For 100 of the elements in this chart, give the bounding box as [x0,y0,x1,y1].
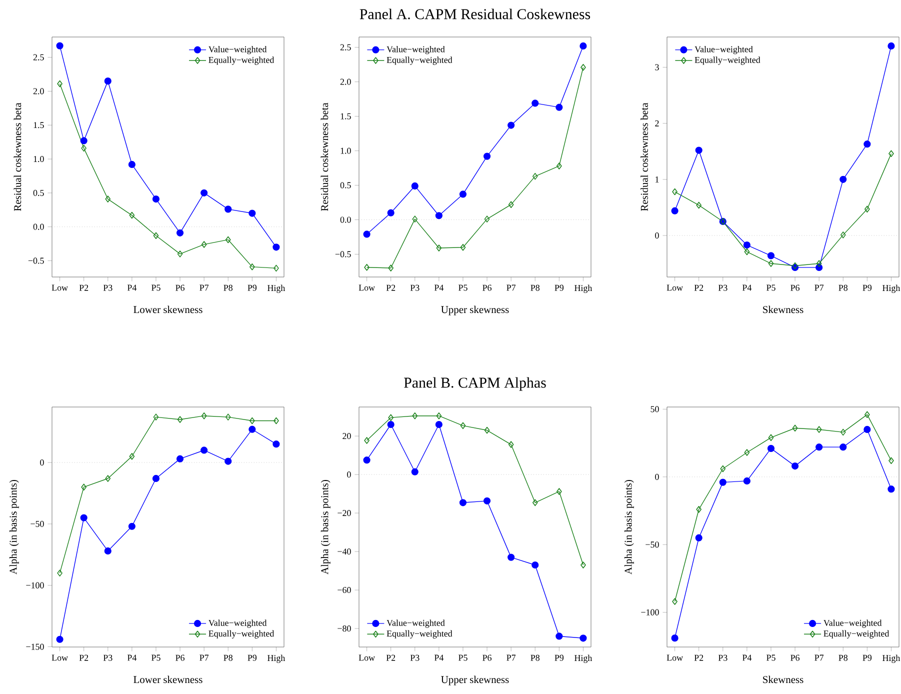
legend-label: Equally−weighted [208,56,274,65]
y-tick-label: 1.5 [340,113,351,120]
point [484,426,490,434]
point [152,195,160,203]
point [57,570,62,576]
point [888,457,894,464]
x-tick-label: P2 [694,284,704,291]
x-tick-label: P8 [838,284,848,291]
point [695,146,702,154]
y-tick-label: −60 [338,586,351,594]
point [532,561,539,569]
point [104,547,112,554]
legend-label: Value−weighted [823,620,882,628]
x-axis-title: Upper skewness [441,306,509,316]
point [412,216,418,222]
point [274,417,279,424]
point [696,506,702,513]
y-tick-label: 3 [655,64,659,70]
x-tick-label: Low [358,654,375,661]
point [532,499,538,506]
point [792,424,798,432]
x-tick-label: P3 [410,654,420,661]
point [556,488,562,495]
x-tick-label: P5 [766,654,776,661]
y-tick-label: 1.5 [34,122,44,128]
x-tick-label: P7 [200,284,209,291]
chart-title: Panel B. CAPM Alphas [404,377,546,391]
y-tick-label: 2.0 [340,78,351,85]
point [459,499,467,506]
x-tick-label: P4 [127,654,137,661]
point [364,437,370,444]
point [508,122,515,129]
x-tick-label: High [882,654,900,663]
x-tick-label: High [574,654,592,663]
y-tick-label: −50 [646,542,659,548]
legend-label: Equally−weighted [386,56,452,65]
x-tick-label: P5 [458,654,468,661]
x-tick-label: P4 [742,284,752,291]
x-axis-title: Upper skewness [441,676,509,686]
y-tick-label: −50 [30,520,44,527]
y-tick-label: −0.5 [335,251,351,258]
x-tick-label: P6 [176,284,184,291]
point [768,260,774,267]
y-tick-label: 0.0 [340,216,351,223]
point [580,64,586,71]
point [225,236,231,244]
point [129,212,135,219]
point [719,478,726,486]
x-tick-label: P8 [224,284,233,291]
x-tick-label: P5 [766,284,776,291]
x-tick-label: Low [358,284,375,291]
point [177,250,183,258]
y-axis-title: Residual coskewness beta [640,102,648,212]
y-tick-label: 0.5 [340,182,351,188]
y-axis-title: Residual coskewness beta [14,102,22,212]
x-tick-label: P9 [554,654,564,661]
point [411,182,418,190]
point [532,172,538,180]
x-tick-label: P9 [862,654,872,661]
point [364,264,370,271]
point [201,412,207,420]
point [81,484,86,490]
y-axis-title: Alpha (in basis points) [9,480,19,574]
x-tick-label: P6 [176,654,184,661]
x-tick-label: P7 [814,284,824,291]
point [556,162,562,170]
y-tick-label: 0 [347,472,351,478]
point [484,216,490,222]
y-tick-label: −0.5 [28,258,44,264]
point [864,426,871,434]
point [363,230,370,238]
x-tick-label: P6 [482,654,492,661]
x-tick-label: Low [52,654,68,661]
legend-label: Value−weighted [386,46,445,54]
point [556,104,563,111]
x-tick-label: P2 [79,654,88,661]
point [80,137,88,144]
point [272,244,280,251]
y-tick-label: −100 [26,582,44,588]
x-tick-label: High [268,284,286,293]
y-tick-label: 1.0 [340,148,351,154]
point [201,241,207,248]
y-tick-label: 1.0 [34,156,44,162]
x-tick-label: P2 [694,654,704,661]
point [80,514,88,522]
point [224,458,232,465]
y-tick-label: −150 [26,644,44,650]
legend-label: Value−weighted [208,620,267,628]
legend-label: Value−weighted [386,620,445,628]
x-tick-label: Low [666,654,683,661]
point [483,152,491,160]
point [888,486,895,493]
point [532,100,539,107]
point [105,475,111,482]
point [840,232,846,238]
y-tick-label: 2.5 [33,54,44,60]
x-axis-title: Lower skewness [134,306,202,314]
point [864,206,870,213]
point [177,416,183,423]
x-tick-label: P3 [718,284,728,291]
